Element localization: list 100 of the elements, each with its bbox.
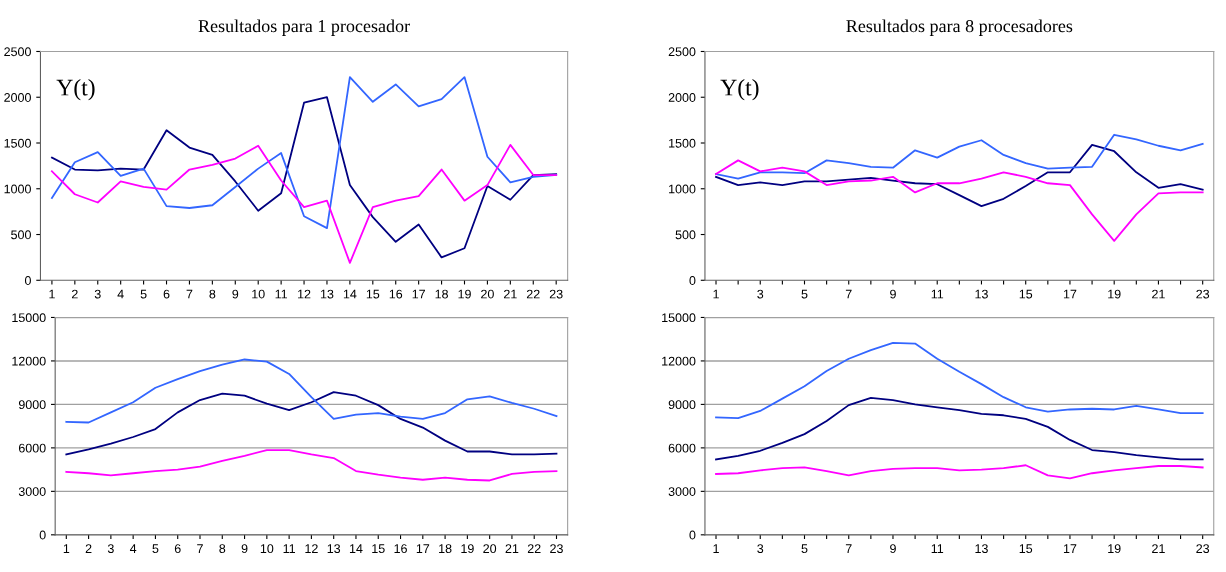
line-series xyxy=(715,396,1204,461)
y-tick-label: 1000 xyxy=(4,184,31,194)
x-tick-label: 8 xyxy=(209,289,216,299)
x-tick-label: 13 xyxy=(975,544,988,554)
y-tick-label: 2000 xyxy=(4,93,31,102)
x-tick-label: 18 xyxy=(435,289,448,299)
x-tick-label: 21 xyxy=(504,289,517,299)
x-tick-label: 21 xyxy=(1152,289,1165,299)
x-tick-label: 3 xyxy=(757,289,764,299)
x-tick-label: 17 xyxy=(416,544,430,553)
x-tick-label: 14 xyxy=(349,544,363,553)
x-tick-label: 6 xyxy=(163,289,170,299)
y-tick-label: 6000 xyxy=(18,443,46,453)
x-tick-label: 12 xyxy=(305,544,318,553)
line-series xyxy=(715,159,1204,242)
line-series xyxy=(65,391,558,456)
x-tick-label: 11 xyxy=(931,289,944,299)
x-tick-label: 15 xyxy=(1019,544,1033,554)
x-tick-label: 1 xyxy=(63,544,70,553)
y-tick-label: 6000 xyxy=(668,443,696,453)
x-tick-label: 17 xyxy=(1063,544,1077,553)
x-tick-label: 23 xyxy=(549,289,563,299)
x-tick-label: 23 xyxy=(550,544,563,554)
line-series xyxy=(51,143,558,264)
x-tick-label: 22 xyxy=(527,544,541,553)
x-tick-label: 19 xyxy=(458,289,471,299)
x-tick-label: 11 xyxy=(283,544,295,553)
x-tick-label: 1 xyxy=(713,544,719,553)
line-series xyxy=(65,449,558,482)
y-tick-label: 0 xyxy=(39,530,46,540)
x-tick-label: 20 xyxy=(481,289,494,299)
annotation: Y(t) xyxy=(720,78,759,101)
x-tick-label: 8 xyxy=(219,544,226,554)
x-tick-label: 15 xyxy=(366,289,380,299)
y-tick-label: 2500 xyxy=(4,47,31,57)
x-tick-label: 15 xyxy=(372,544,385,554)
line-series xyxy=(715,341,1204,420)
x-tick-label: 19 xyxy=(461,544,474,554)
x-tick-label: 20 xyxy=(483,544,497,554)
x-tick-label: 3 xyxy=(107,544,114,554)
line-series xyxy=(715,133,1204,180)
x-tick-label: 6 xyxy=(174,544,181,554)
x-tick-label: 9 xyxy=(890,289,896,299)
x-tick-label: 5 xyxy=(801,544,808,554)
x-tick-label: 13 xyxy=(327,544,341,554)
x-tick-label: 1 xyxy=(713,289,719,299)
x-tick-label: 3 xyxy=(94,289,101,299)
y-tick-label: 500 xyxy=(11,230,31,240)
x-tick-label: 2 xyxy=(71,289,78,299)
y-tick-label: 1500 xyxy=(4,138,31,148)
x-tick-label: 5 xyxy=(801,289,808,299)
x-tick-label: 22 xyxy=(526,289,540,299)
x-tick-label: 7 xyxy=(197,544,203,553)
y-tick-label: 0 xyxy=(24,276,31,285)
x-tick-label: 3 xyxy=(757,544,764,554)
x-tick-label: 19 xyxy=(1108,289,1121,299)
annotation: Y(t) xyxy=(56,78,95,101)
x-tick-label: 17 xyxy=(412,289,425,299)
y-tick-label: 3000 xyxy=(18,487,46,496)
line-series xyxy=(715,143,1204,208)
x-tick-label: 13 xyxy=(320,289,334,299)
x-tick-label: 21 xyxy=(1152,544,1165,553)
x-tick-label: 7 xyxy=(845,289,852,299)
x-tick-label: 10 xyxy=(252,289,265,299)
y-tick-label: 0 xyxy=(689,276,696,285)
x-tick-label: 7 xyxy=(845,544,852,553)
x-tick-label: 9 xyxy=(241,544,248,554)
line-series xyxy=(65,358,558,424)
y-tick-label: 2000 xyxy=(668,93,696,102)
x-tick-label: 12 xyxy=(298,289,311,299)
x-tick-label: 11 xyxy=(275,289,288,299)
y-tick-label: 0 xyxy=(689,530,696,540)
y-tick-label: 3000 xyxy=(668,487,696,496)
y-tick-label: 2500 xyxy=(668,47,696,57)
x-tick-label: 5 xyxy=(152,544,159,554)
x-tick-label: 18 xyxy=(439,544,452,554)
x-tick-label: 4 xyxy=(129,544,137,553)
x-tick-label: 9 xyxy=(232,289,239,299)
chart-title: Resultados para 8 procesadores xyxy=(846,19,1073,36)
x-tick-label: 21 xyxy=(505,544,519,553)
y-tick-label: 1000 xyxy=(669,184,696,194)
y-tick-label: 15000 xyxy=(662,313,696,323)
y-tick-label: 12000 xyxy=(12,356,46,366)
x-tick-label: 4 xyxy=(117,289,124,299)
x-tick-label: 11 xyxy=(931,544,944,553)
x-tick-label: 1 xyxy=(49,289,55,299)
x-tick-label: 23 xyxy=(1196,544,1210,554)
x-tick-label: 15 xyxy=(1019,289,1033,299)
x-tick-label: 5 xyxy=(140,289,147,299)
x-tick-label: 17 xyxy=(1063,289,1077,299)
y-tick-label: 9000 xyxy=(668,400,696,410)
x-tick-label: 9 xyxy=(890,544,896,554)
y-tick-label: 12000 xyxy=(662,356,696,366)
x-tick-label: 7 xyxy=(186,289,193,299)
y-tick-label: 9000 xyxy=(18,400,46,410)
y-tick-label: 500 xyxy=(675,230,696,240)
x-tick-label: 19 xyxy=(1108,544,1121,554)
x-tick-label: 2 xyxy=(85,544,92,553)
x-tick-label: 16 xyxy=(394,544,407,554)
chart-title: Resultados para 1 procesador xyxy=(198,19,410,36)
